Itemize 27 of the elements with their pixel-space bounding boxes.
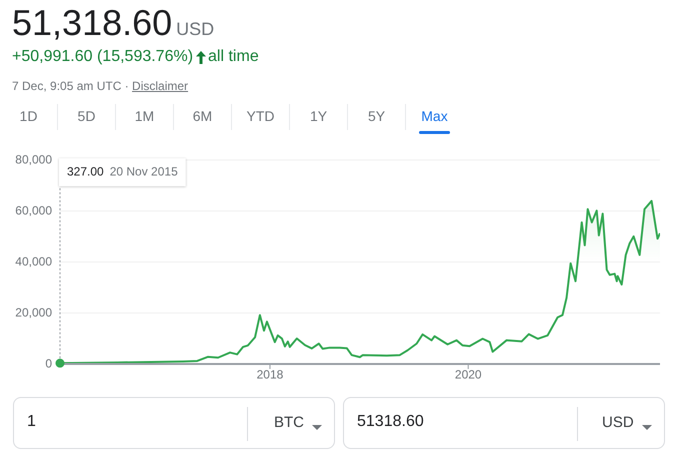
text: 7 Dec, 9:05 am UTC · bbox=[12, 79, 129, 93]
chart-title: 51,318.60 bbox=[12, 2, 172, 43]
y-tick-label: 20,000 bbox=[15, 305, 52, 320]
text: BTC bbox=[274, 414, 304, 431]
y-tick-label: 80,000 bbox=[15, 152, 52, 167]
annotation: 20 Nov 2015 bbox=[110, 164, 178, 179]
text: Max bbox=[405, 104, 463, 130]
text: USD bbox=[176, 19, 214, 39]
text: Disclaimer bbox=[132, 79, 188, 93]
x-tick-label: 2018 bbox=[256, 368, 284, 382]
text: all time bbox=[208, 48, 259, 66]
text: 5D bbox=[57, 104, 115, 130]
text: 1D bbox=[18, 107, 38, 126]
text: 51318.60 bbox=[357, 413, 424, 431]
y-tick-label: 0 bbox=[45, 356, 52, 370]
y-tick-label: 40,000 bbox=[15, 254, 52, 268]
x-tick-label: 2020 bbox=[454, 368, 482, 382]
annotation: 327.00 bbox=[67, 164, 104, 179]
chart-subtitle: +50,991.60 (15,593.76%) bbox=[12, 48, 194, 66]
text: 1 bbox=[27, 413, 36, 431]
text: 1Y bbox=[289, 104, 347, 130]
text: YTD bbox=[231, 104, 289, 130]
text: 1M bbox=[115, 104, 173, 130]
text: 5Y bbox=[347, 104, 405, 130]
y-tick-label: 60,000 bbox=[15, 203, 52, 218]
text: USD bbox=[602, 414, 634, 431]
text: 6M bbox=[173, 104, 231, 130]
